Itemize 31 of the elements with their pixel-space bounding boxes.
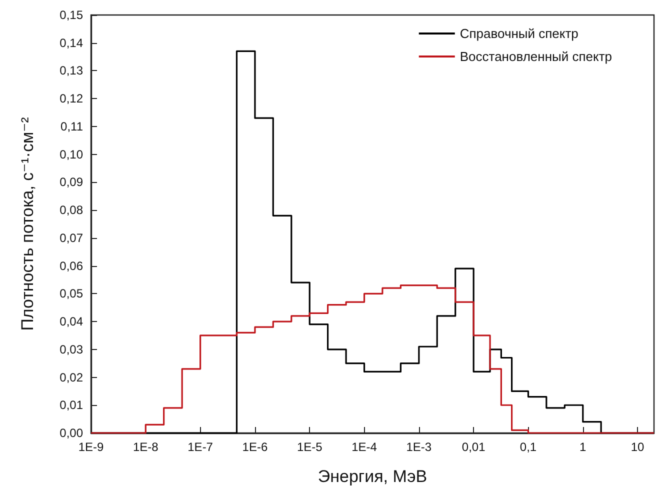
- x-tick-label: 10: [630, 440, 645, 454]
- x-tick-label: 1E-6: [242, 440, 268, 454]
- x-tick-label: 1E-9: [78, 440, 104, 454]
- x-tick-label: 1E-5: [296, 440, 323, 454]
- y-tick-label: 0,15: [60, 8, 84, 22]
- x-tick-label: 1E-8: [132, 440, 159, 454]
- y-tick-label: 0,00: [60, 426, 84, 440]
- y-tick-label: 0,09: [60, 175, 84, 190]
- y-tick-label: 0,07: [60, 230, 84, 245]
- y-tick-label: 0,02: [60, 370, 84, 384]
- y-tick-label: 0,04: [60, 314, 84, 329]
- legend-label: Восстановленный спектр: [460, 49, 612, 64]
- y-tick-label: 0,05: [60, 286, 84, 301]
- y-tick-label: 0,12: [60, 92, 84, 106]
- x-tick-label: 0,1: [520, 440, 537, 454]
- y-axis-title: Плотность потока, с⁻¹·см⁻²: [18, 116, 37, 331]
- x-tick-label: 0,01: [462, 440, 486, 454]
- y-tick-label: 0,03: [60, 342, 84, 356]
- x-tick-label: 1E-3: [406, 440, 432, 454]
- y-tick-label: 0,13: [60, 64, 84, 78]
- y-tick-label: 0,06: [60, 258, 84, 273]
- y-tick-label: 0,11: [60, 119, 84, 134]
- y-tick-label: 0,14: [60, 36, 84, 50]
- x-tick-label: 1E-7: [188, 440, 214, 454]
- x-tick-label: 1E-4: [352, 440, 378, 454]
- legend-label: Справочный спектр: [460, 26, 578, 41]
- x-tick-label: 1: [580, 440, 587, 454]
- y-tick-label: 0,10: [60, 147, 84, 162]
- y-tick-label: 0,01: [60, 398, 84, 412]
- y-tick-label: 0,08: [60, 203, 84, 218]
- x-axis-title: Энергия, МэВ: [318, 467, 428, 486]
